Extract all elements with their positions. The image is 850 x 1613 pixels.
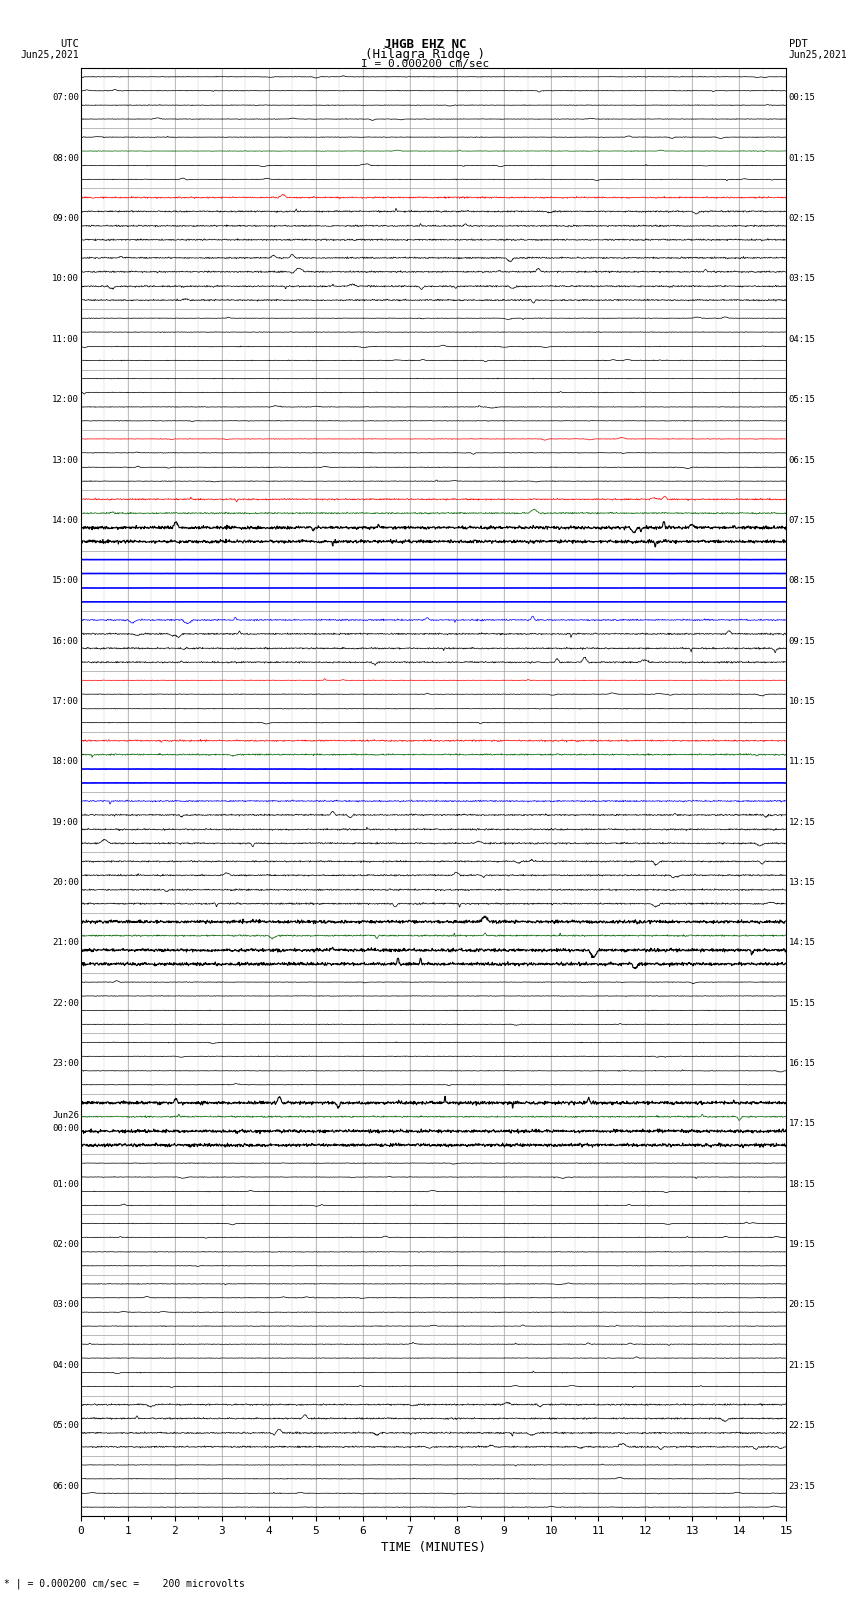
Text: 07:00: 07:00 [52, 94, 79, 102]
Text: 17:15: 17:15 [789, 1119, 816, 1129]
Text: 10:00: 10:00 [52, 274, 79, 284]
Text: 14:15: 14:15 [789, 939, 816, 947]
Text: 06:00: 06:00 [52, 1482, 79, 1490]
Text: 00:00: 00:00 [52, 1124, 79, 1134]
Text: 14:00: 14:00 [52, 516, 79, 524]
Text: 12:00: 12:00 [52, 395, 79, 405]
Text: UTC: UTC [60, 39, 79, 50]
Text: 15:00: 15:00 [52, 576, 79, 586]
Text: 09:00: 09:00 [52, 215, 79, 223]
Text: 21:15: 21:15 [789, 1361, 816, 1369]
Text: 23:15: 23:15 [789, 1482, 816, 1490]
Text: (Hilagra Ridge ): (Hilagra Ridge ) [365, 47, 485, 61]
Text: 13:00: 13:00 [52, 455, 79, 465]
Text: 08:00: 08:00 [52, 153, 79, 163]
Text: 01:15: 01:15 [789, 153, 816, 163]
Text: 04:00: 04:00 [52, 1361, 79, 1369]
Text: 16:15: 16:15 [789, 1060, 816, 1068]
Text: 12:15: 12:15 [789, 818, 816, 826]
Text: 18:15: 18:15 [789, 1179, 816, 1189]
Text: 04:15: 04:15 [789, 336, 816, 344]
Text: 11:15: 11:15 [789, 758, 816, 766]
Text: 11:00: 11:00 [52, 336, 79, 344]
Text: 17:00: 17:00 [52, 697, 79, 706]
Text: 15:15: 15:15 [789, 998, 816, 1008]
Text: Jun25,2021: Jun25,2021 [20, 50, 79, 60]
Text: 22:15: 22:15 [789, 1421, 816, 1431]
Text: 20:15: 20:15 [789, 1300, 816, 1310]
Text: JHGB EHZ NC: JHGB EHZ NC [383, 37, 467, 52]
Text: 03:15: 03:15 [789, 274, 816, 284]
Text: 20:00: 20:00 [52, 877, 79, 887]
Text: 13:15: 13:15 [789, 877, 816, 887]
Text: 19:15: 19:15 [789, 1240, 816, 1248]
Text: 21:00: 21:00 [52, 939, 79, 947]
Text: 07:15: 07:15 [789, 516, 816, 524]
Text: 05:00: 05:00 [52, 1421, 79, 1431]
Text: 23:00: 23:00 [52, 1060, 79, 1068]
Text: I = 0.000200 cm/sec: I = 0.000200 cm/sec [361, 58, 489, 69]
Text: 10:15: 10:15 [789, 697, 816, 706]
Text: Jun25,2021: Jun25,2021 [789, 50, 847, 60]
Text: 02:00: 02:00 [52, 1240, 79, 1248]
Text: 01:00: 01:00 [52, 1179, 79, 1189]
Text: 02:15: 02:15 [789, 215, 816, 223]
X-axis label: TIME (MINUTES): TIME (MINUTES) [381, 1542, 486, 1555]
Text: 22:00: 22:00 [52, 998, 79, 1008]
Text: 19:00: 19:00 [52, 818, 79, 826]
Text: 06:15: 06:15 [789, 455, 816, 465]
Text: 09:15: 09:15 [789, 637, 816, 645]
Text: 05:15: 05:15 [789, 395, 816, 405]
Text: 03:00: 03:00 [52, 1300, 79, 1310]
Text: PDT: PDT [789, 39, 808, 50]
Text: 16:00: 16:00 [52, 637, 79, 645]
Text: 08:15: 08:15 [789, 576, 816, 586]
Text: 18:00: 18:00 [52, 758, 79, 766]
Text: 00:15: 00:15 [789, 94, 816, 102]
Text: Jun26: Jun26 [52, 1111, 79, 1121]
Text: * | = 0.000200 cm/sec =    200 microvolts: * | = 0.000200 cm/sec = 200 microvolts [4, 1578, 245, 1589]
